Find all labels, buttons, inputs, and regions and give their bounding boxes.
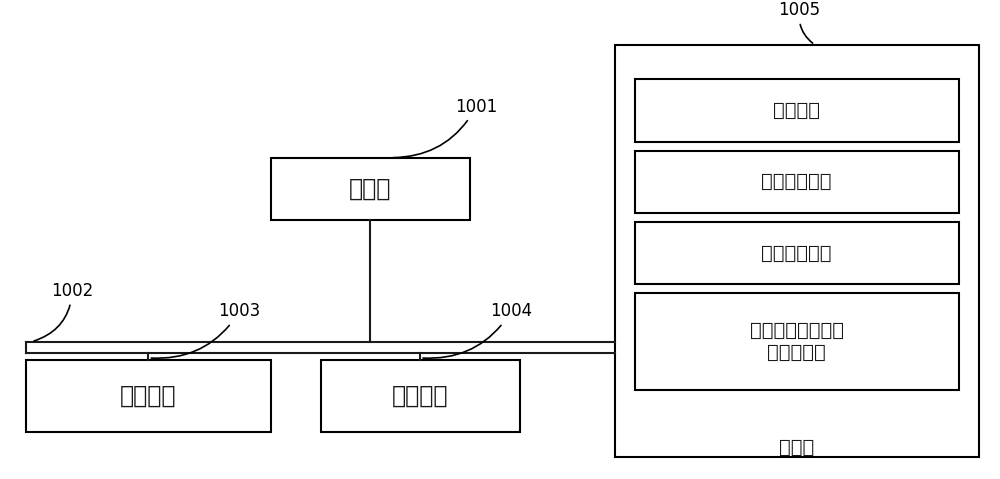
Text: 1001: 1001 bbox=[393, 98, 497, 158]
Text: 处理器: 处理器 bbox=[349, 177, 392, 201]
Bar bbox=[635, 80, 959, 141]
Text: 用户接口模块: 用户接口模块 bbox=[761, 244, 832, 262]
Text: 网络接口: 网络接口 bbox=[392, 384, 448, 408]
Text: 1004: 1004 bbox=[423, 302, 532, 358]
Bar bbox=[615, 45, 979, 457]
Text: 1002: 1002 bbox=[34, 282, 94, 341]
Bar bbox=[635, 151, 959, 213]
Bar bbox=[26, 360, 271, 432]
Text: 存储器: 存储器 bbox=[779, 438, 814, 457]
Text: 基于安卓平台的权
限申请程序: 基于安卓平台的权 限申请程序 bbox=[750, 321, 844, 362]
Text: 1003: 1003 bbox=[151, 302, 261, 358]
Text: 网络通信模块: 网络通信模块 bbox=[761, 172, 832, 191]
Bar bbox=[271, 158, 470, 220]
Text: 操作系统: 操作系统 bbox=[773, 101, 820, 120]
Bar bbox=[635, 222, 959, 284]
Bar bbox=[320, 360, 520, 432]
Text: 1005: 1005 bbox=[778, 1, 821, 43]
Bar bbox=[635, 294, 959, 390]
Text: 用户接口: 用户接口 bbox=[120, 384, 177, 408]
